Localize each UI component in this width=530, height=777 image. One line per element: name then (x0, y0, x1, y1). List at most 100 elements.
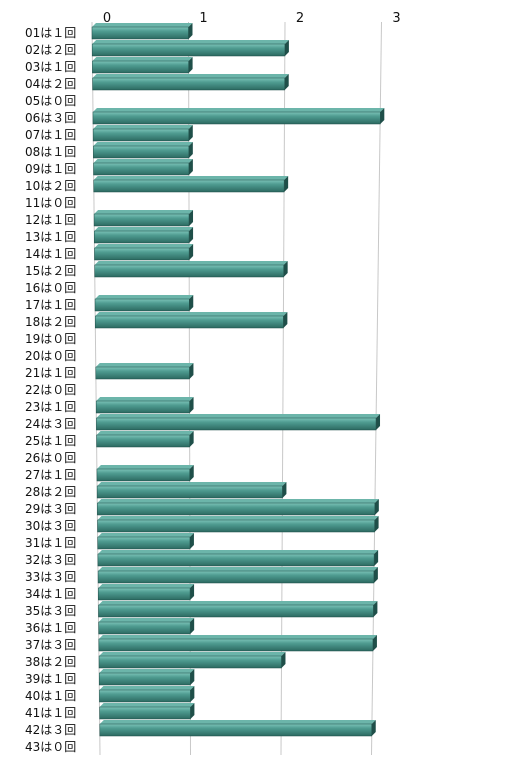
category-label: 24は３回 (25, 417, 76, 431)
bar-top-face (98, 567, 378, 571)
bar-front-face (92, 111, 381, 125)
category-label: 19は０回 (25, 332, 76, 346)
category-label: 23は１回 (25, 400, 76, 414)
category-label: 12は１回 (25, 213, 76, 227)
bar-front-face (97, 536, 191, 550)
gridline-2 (280, 21, 286, 756)
bar-front-face (94, 298, 190, 312)
bar-front-face (91, 26, 189, 40)
bar-front-face (93, 179, 285, 193)
category-label: 39は１回 (25, 672, 76, 686)
bar-top-face (93, 125, 193, 129)
bar (94, 295, 194, 312)
bar (98, 618, 195, 635)
bar-top-face (97, 482, 287, 486)
bar-end-face (190, 669, 195, 685)
bar-top-face (95, 363, 194, 367)
category-label: 27は１回 (25, 468, 76, 482)
category-label: 14は１回 (25, 247, 76, 261)
category-label: 16は０回 (25, 281, 76, 295)
bar-end-face (189, 431, 194, 447)
category-label: 05は０回 (25, 94, 76, 108)
bar-top-face (92, 74, 289, 78)
bar-front-face (94, 230, 190, 244)
bar-top-face (96, 465, 194, 469)
bar-end-face (190, 584, 195, 600)
bar-front-face (97, 570, 375, 584)
bar (93, 176, 289, 193)
bar-end-face (189, 397, 194, 413)
bar-front-face (93, 145, 190, 159)
bar-end-face (380, 108, 385, 124)
bar-top-face (96, 397, 194, 401)
bar-front-face (94, 247, 190, 261)
bar (97, 533, 194, 550)
bar-front-face (91, 43, 286, 57)
bar-end-face (374, 550, 379, 566)
bar-end-face (284, 74, 289, 90)
bar-end-face (190, 703, 195, 719)
category-label: 30は３回 (25, 519, 76, 533)
bar-top-face (92, 23, 193, 27)
category-label: 10は２回 (25, 179, 76, 193)
bar-front-face (97, 502, 376, 516)
bar-front-face (95, 400, 190, 414)
bar (93, 142, 193, 159)
bar-front-face (96, 485, 283, 499)
bar (98, 601, 378, 618)
category-label: 01は１回 (25, 26, 76, 40)
bar-front-face (93, 213, 190, 227)
x-tick-label: 1 (199, 11, 207, 26)
bar-end-face (374, 516, 379, 532)
bar (96, 431, 194, 448)
bar-top-face (97, 533, 194, 537)
bar (92, 57, 193, 74)
bar-top-face (97, 550, 379, 554)
category-label: 31は１回 (25, 536, 76, 550)
bar-end-face (188, 23, 193, 39)
bar (93, 159, 193, 176)
category-label: 02は２回 (25, 43, 76, 57)
bar-top-face (98, 584, 195, 588)
bar-top-face (94, 210, 194, 214)
bar-front-face (98, 621, 191, 635)
x-tick-label: 3 (392, 11, 400, 26)
category-label: 15は２回 (25, 264, 76, 278)
bar-end-face (281, 652, 286, 668)
category-label: 34は１回 (25, 587, 76, 601)
bar (94, 312, 288, 329)
category-label: 04は２回 (25, 77, 76, 91)
category-label: 29は３回 (25, 502, 76, 516)
category-label: 18は２回 (25, 315, 76, 329)
bar (97, 567, 378, 584)
category-label: 40は１回 (25, 689, 76, 703)
bar-end-face (283, 312, 288, 328)
category-label: 26は０回 (25, 451, 76, 465)
bar (98, 635, 377, 652)
bar-end-face (189, 295, 194, 311)
bar-top-face (93, 176, 289, 180)
bar-top-face (92, 57, 193, 61)
bar-front-face (95, 366, 190, 380)
bar-top-face (99, 720, 376, 724)
category-label: 20は０回 (25, 349, 76, 363)
bar-end-face (189, 210, 194, 226)
bar-end-face (283, 261, 288, 277)
bar (97, 550, 379, 567)
bar-top-face (98, 618, 195, 622)
bar (91, 40, 289, 57)
bar-top-face (94, 261, 288, 265)
bar-front-face (98, 655, 282, 669)
category-label: 41は１回 (25, 706, 76, 720)
bar (99, 720, 376, 737)
bar (94, 244, 194, 261)
bar-front-face (97, 553, 375, 567)
bar-front-face (97, 519, 375, 533)
category-label: 22は０回 (25, 383, 76, 397)
bar-top-face (94, 227, 194, 231)
bar-end-face (188, 57, 193, 73)
bar-top-face (95, 312, 288, 316)
bar (91, 23, 193, 40)
bar-end-face (373, 601, 378, 617)
